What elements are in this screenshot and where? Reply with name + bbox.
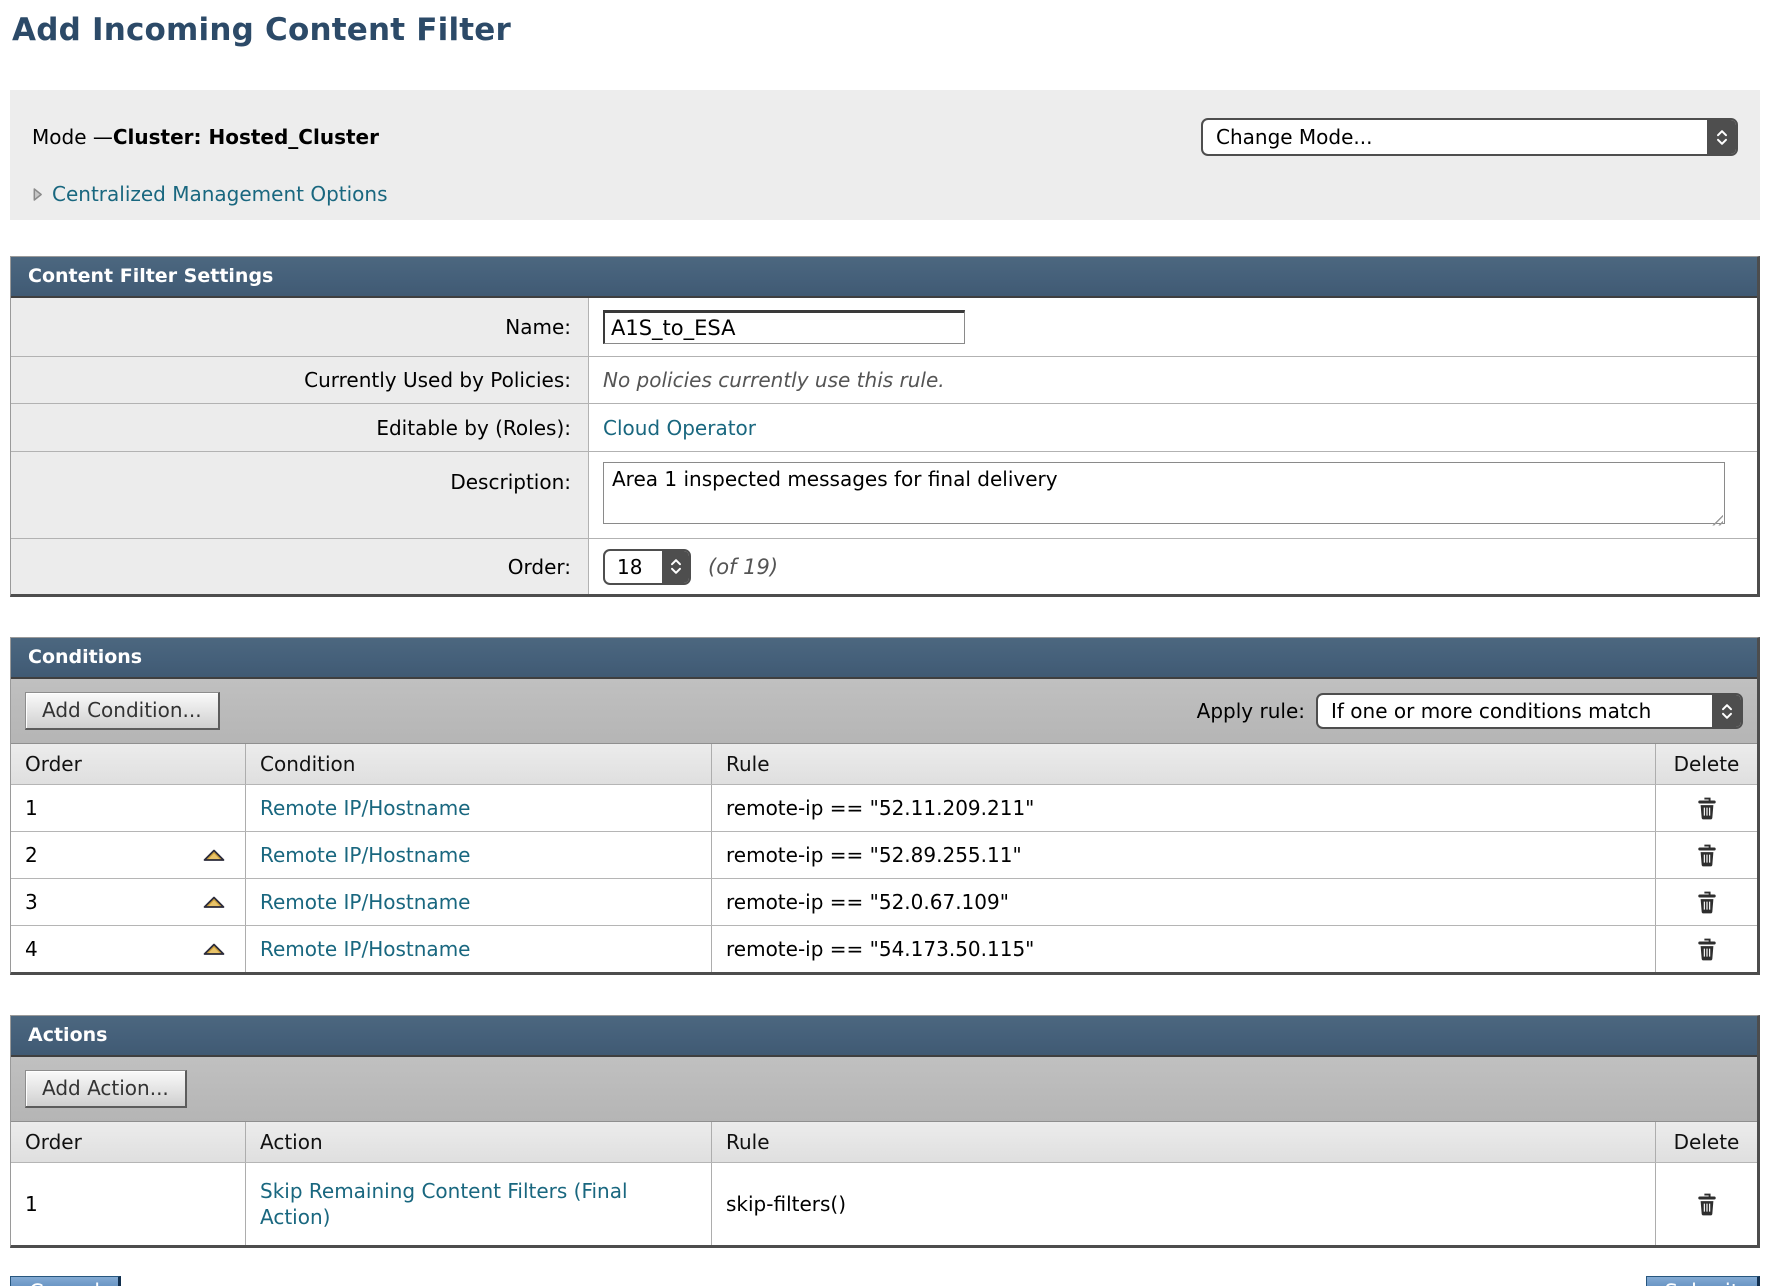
conditions-header: Conditions xyxy=(11,638,1757,679)
condition-order-number: 3 xyxy=(25,890,38,914)
apply-rule-label: Apply rule: xyxy=(1196,699,1305,723)
condition-rule-text: remote-ip == "52.11.209.211" xyxy=(726,796,1035,820)
mode-text: Mode —Cluster: Hosted_Cluster xyxy=(32,125,379,149)
conditions-toolbar: Add Condition... Apply rule: If one or m… xyxy=(11,679,1757,744)
condition-order-number: 2 xyxy=(25,843,38,867)
condition-rule-text: remote-ip == "52.0.67.109" xyxy=(726,890,1009,914)
mode-value: Cluster: Hosted_Cluster xyxy=(112,125,379,149)
delete-condition-button[interactable] xyxy=(1696,938,1717,961)
column-header-action: Action xyxy=(245,1122,711,1162)
trash-icon xyxy=(1696,938,1717,961)
action-link[interactable]: Skip Remaining Content Filters (Final Ac… xyxy=(260,1179,628,1229)
move-up-button[interactable] xyxy=(203,896,225,909)
move-up-button[interactable] xyxy=(203,849,225,862)
column-header-delete: Delete xyxy=(1655,744,1757,784)
submit-button[interactable]: Submit xyxy=(1645,1276,1760,1286)
triangle-up-icon xyxy=(203,896,225,908)
condition-row: 2 Remote IP/Hostname remote-ip == "52.89… xyxy=(11,831,1757,878)
condition-row: 1 Remote IP/Hostname remote-ip == "52.11… xyxy=(11,784,1757,831)
name-label: Name: xyxy=(11,298,589,356)
disclosure-triangle-icon xyxy=(33,187,42,201)
select-spinner-icon xyxy=(1707,120,1736,154)
column-header-order: Order xyxy=(25,752,82,776)
order-row: Order: 18 (of 19) xyxy=(11,538,1757,594)
description-label: Description: xyxy=(11,452,589,538)
policies-label: Currently Used by Policies: xyxy=(11,357,589,403)
condition-rule-text: remote-ip == "54.173.50.115" xyxy=(726,937,1035,961)
actions-header: Actions xyxy=(11,1016,1757,1057)
condition-order-number: 1 xyxy=(25,796,38,820)
condition-link[interactable]: Remote IP/Hostname xyxy=(260,796,471,820)
trash-icon xyxy=(1696,1193,1717,1216)
select-spinner-icon xyxy=(1712,695,1741,727)
delete-condition-button[interactable] xyxy=(1696,797,1717,820)
conditions-column-headers: Order Condition Rule Delete xyxy=(11,744,1757,784)
cancel-button[interactable]: Cancel xyxy=(10,1276,122,1286)
actions-toolbar: Add Action... xyxy=(11,1057,1757,1122)
condition-link[interactable]: Remote IP/Hostname xyxy=(260,843,471,867)
actions-section: Actions Add Action... Order Action Rule … xyxy=(10,1015,1760,1248)
delete-condition-button[interactable] xyxy=(1696,891,1717,914)
condition-rule-text: remote-ip == "52.89.255.11" xyxy=(726,843,1022,867)
mode-panel: Mode —Cluster: Hosted_Cluster Change Mod… xyxy=(10,90,1760,220)
triangle-up-icon xyxy=(203,849,225,861)
trash-icon xyxy=(1696,891,1717,914)
column-header-rule: Rule xyxy=(711,1122,1655,1162)
add-condition-button[interactable]: Add Condition... xyxy=(25,692,220,730)
order-label: Order: xyxy=(11,539,589,594)
footer: Cancel Submit xyxy=(10,1276,1760,1286)
editable-roles-row: Editable by (Roles): Cloud Operator xyxy=(11,403,1757,451)
delete-condition-button[interactable] xyxy=(1696,844,1717,867)
action-order-number: 1 xyxy=(25,1192,38,1216)
trash-icon xyxy=(1696,844,1717,867)
move-up-button[interactable] xyxy=(203,943,225,956)
actions-column-headers: Order Action Rule Delete xyxy=(11,1122,1757,1162)
apply-rule-select[interactable]: If one or more conditions match xyxy=(1316,693,1743,729)
description-textarea[interactable]: Area 1 inspected messages for final deli… xyxy=(603,461,1725,524)
policies-value: No policies currently use this rule. xyxy=(603,368,945,392)
order-select[interactable]: 18 xyxy=(603,548,691,585)
condition-order-number: 4 xyxy=(25,937,38,961)
column-header-order: Order xyxy=(25,1130,82,1154)
column-header-condition: Condition xyxy=(245,744,711,784)
cloud-operator-link[interactable]: Cloud Operator xyxy=(603,415,757,440)
column-header-delete: Delete xyxy=(1655,1122,1757,1162)
conditions-section: Conditions Add Condition... Apply rule: … xyxy=(10,637,1760,975)
content-filter-settings-section: Content Filter Settings Name: Currently … xyxy=(10,256,1760,597)
condition-link[interactable]: Remote IP/Hostname xyxy=(260,937,471,961)
name-row: Name: xyxy=(11,298,1757,356)
trash-icon xyxy=(1696,797,1717,820)
apply-rule-selected-value: If one or more conditions match xyxy=(1331,699,1652,723)
select-spinner-icon xyxy=(662,550,689,583)
mode-label: Mode — xyxy=(32,125,113,149)
change-mode-select[interactable]: Change Mode... xyxy=(1201,118,1738,156)
page-title: Add Incoming Content Filter xyxy=(12,12,512,48)
description-row: Description: Area 1 inspected messages f… xyxy=(11,451,1757,538)
name-input[interactable] xyxy=(603,310,965,344)
order-total-text: (of 19) xyxy=(708,554,779,579)
action-rule-text: skip-filters() xyxy=(726,1192,847,1216)
change-mode-selected-value: Change Mode... xyxy=(1216,125,1373,149)
content-filter-settings-header: Content Filter Settings xyxy=(11,257,1757,298)
column-header-rule: Rule xyxy=(711,744,1655,784)
condition-row: 4 Remote IP/Hostname remote-ip == "54.17… xyxy=(11,925,1757,972)
action-row: 1 Skip Remaining Content Filters (Final … xyxy=(11,1162,1757,1245)
order-selected-value: 18 xyxy=(617,554,643,579)
centralized-management-options-link[interactable]: Centralized Management Options xyxy=(52,182,388,206)
delete-action-button[interactable] xyxy=(1696,1193,1717,1216)
condition-row: 3 Remote IP/Hostname remote-ip == "52.0.… xyxy=(11,878,1757,925)
policies-row: Currently Used by Policies: No policies … xyxy=(11,356,1757,403)
triangle-up-icon xyxy=(203,943,225,955)
condition-link[interactable]: Remote IP/Hostname xyxy=(260,890,471,914)
add-action-button[interactable]: Add Action... xyxy=(25,1070,187,1108)
editable-roles-label: Editable by (Roles): xyxy=(11,404,589,451)
